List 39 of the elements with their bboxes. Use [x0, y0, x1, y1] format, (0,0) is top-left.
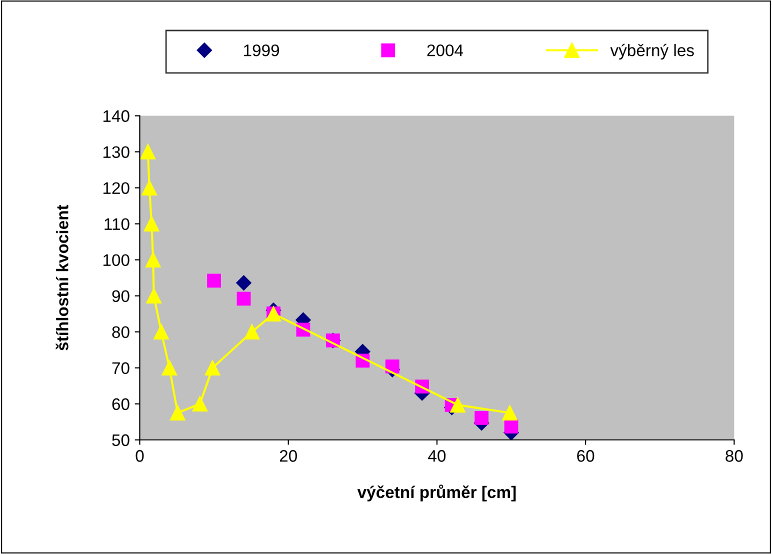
point	[145, 252, 161, 268]
legend-label: výběrný les	[610, 44, 694, 60]
x-tick-label: 0	[136, 450, 144, 462]
x-tick-label: 20	[280, 450, 297, 462]
y-tick-label: 130	[103, 146, 130, 158]
y-tick-label: 110	[104, 218, 130, 230]
y-tick-label: 90	[112, 290, 130, 302]
point	[192, 396, 208, 412]
point	[474, 410, 488, 425]
point	[204, 360, 220, 376]
x-tick-label: 60	[577, 450, 594, 462]
y-tick-label: 70	[112, 362, 130, 374]
point	[450, 397, 466, 413]
x-tick-label: 80	[726, 450, 743, 462]
x-tick-label: 40	[428, 450, 446, 462]
point	[207, 274, 221, 288]
y-axis-title: štíhlostní kvocient	[56, 204, 68, 350]
point	[154, 324, 169, 340]
y-tick-label: 120	[103, 182, 130, 194]
x-axis-title: výčetní průměr [cm]	[357, 484, 516, 502]
point	[244, 324, 260, 340]
point	[502, 405, 518, 421]
point	[385, 359, 400, 374]
y-tick-label: 60	[112, 398, 130, 410]
legend-label: 2004	[427, 44, 464, 56]
point	[146, 288, 162, 304]
point	[236, 275, 252, 290]
point	[140, 144, 156, 160]
point	[142, 180, 158, 196]
point	[144, 216, 160, 232]
point	[170, 405, 186, 421]
y-tick-label: 140	[103, 110, 130, 122]
point	[236, 292, 251, 306]
y-tick-label: 80	[112, 326, 130, 338]
y-tick-label: 100	[103, 254, 130, 266]
y-tick-label: 50	[112, 434, 130, 446]
point	[504, 420, 518, 434]
point	[162, 360, 178, 376]
legend-label: 1999	[244, 44, 280, 56]
